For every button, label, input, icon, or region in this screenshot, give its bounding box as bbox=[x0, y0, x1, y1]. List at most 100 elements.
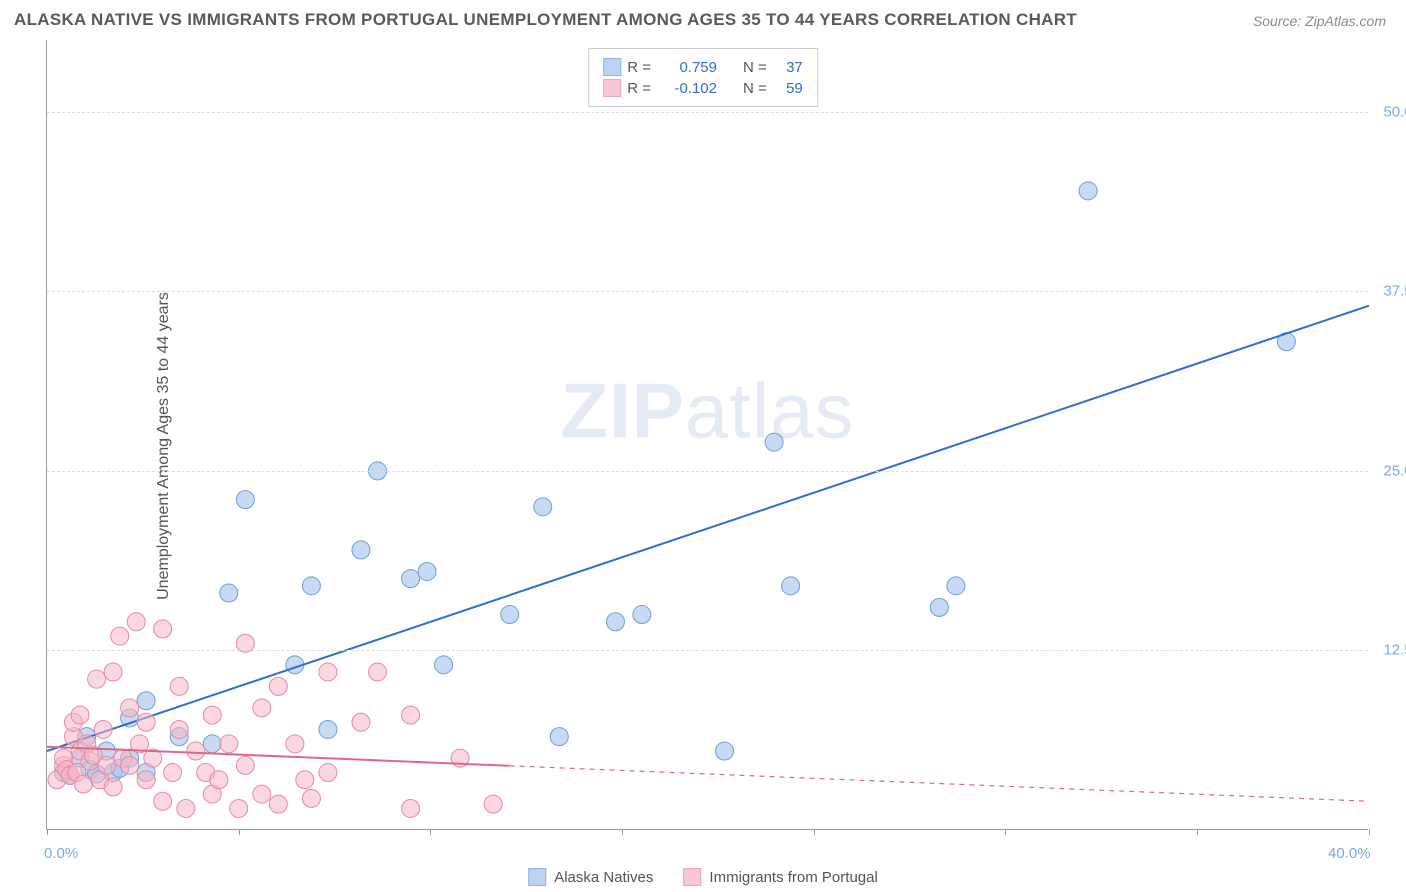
data-point bbox=[633, 606, 651, 624]
data-point bbox=[782, 577, 800, 595]
gridline bbox=[47, 471, 1368, 472]
data-point bbox=[484, 795, 502, 813]
data-point bbox=[170, 720, 188, 738]
data-point bbox=[765, 433, 783, 451]
data-point bbox=[94, 720, 112, 738]
data-point bbox=[930, 598, 948, 616]
legend-swatch bbox=[603, 58, 621, 76]
data-point bbox=[319, 663, 337, 681]
data-point bbox=[402, 799, 420, 817]
legend-series-label: Immigrants from Portugal bbox=[709, 869, 877, 886]
regression-line bbox=[47, 306, 1369, 751]
x-tick bbox=[1005, 829, 1006, 835]
data-point bbox=[269, 795, 287, 813]
chart-svg bbox=[47, 40, 1368, 829]
legend-n-value: 59 bbox=[773, 80, 803, 97]
data-point bbox=[220, 735, 238, 753]
data-point bbox=[154, 620, 172, 638]
data-point bbox=[71, 706, 89, 724]
data-point bbox=[1079, 182, 1097, 200]
data-point bbox=[154, 792, 172, 810]
data-point bbox=[302, 789, 320, 807]
data-point bbox=[236, 756, 254, 774]
data-point bbox=[352, 541, 370, 559]
x-tick bbox=[622, 829, 623, 835]
data-point bbox=[164, 764, 182, 782]
legend-n-label: N = bbox=[743, 80, 767, 97]
x-tick bbox=[47, 829, 48, 835]
data-point bbox=[137, 713, 155, 731]
legend-row: R = 0.759 N = 37 bbox=[603, 58, 803, 76]
data-point bbox=[137, 771, 155, 789]
legend-r-label: R = bbox=[627, 80, 651, 97]
data-point bbox=[111, 627, 129, 645]
y-tick-label: 50.0% bbox=[1383, 103, 1406, 120]
data-point bbox=[319, 720, 337, 738]
legend-series-label: Alaska Natives bbox=[554, 869, 653, 886]
data-point bbox=[121, 699, 139, 717]
x-tick bbox=[1369, 829, 1370, 835]
data-point bbox=[121, 756, 139, 774]
data-point bbox=[177, 799, 195, 817]
data-point bbox=[402, 570, 420, 588]
data-point bbox=[97, 756, 115, 774]
legend-correlation: R = 0.759 N = 37 R = -0.102 N = 59 bbox=[588, 48, 818, 107]
data-point bbox=[137, 692, 155, 710]
data-point bbox=[402, 706, 420, 724]
data-point bbox=[230, 799, 248, 817]
data-point bbox=[210, 771, 228, 789]
data-point bbox=[369, 663, 387, 681]
data-point bbox=[947, 577, 965, 595]
data-point bbox=[319, 764, 337, 782]
data-point bbox=[104, 663, 122, 681]
regression-line-dashed bbox=[510, 766, 1369, 801]
data-point bbox=[170, 677, 188, 695]
legend-n-label: N = bbox=[743, 59, 767, 76]
legend-item: Alaska Natives bbox=[528, 868, 653, 886]
data-point bbox=[418, 562, 436, 580]
legend-n-value: 37 bbox=[773, 59, 803, 76]
data-point bbox=[253, 699, 271, 717]
data-point bbox=[236, 491, 254, 509]
legend-swatch bbox=[528, 868, 546, 886]
gridline bbox=[47, 112, 1368, 113]
x-tick bbox=[430, 829, 431, 835]
legend-swatch bbox=[603, 79, 621, 97]
chart-title: ALASKA NATIVE VS IMMIGRANTS FROM PORTUGA… bbox=[14, 10, 1077, 30]
data-point bbox=[127, 613, 145, 631]
legend-row: R = -0.102 N = 59 bbox=[603, 79, 803, 97]
x-tick bbox=[814, 829, 815, 835]
data-point bbox=[501, 606, 519, 624]
data-point bbox=[435, 656, 453, 674]
data-point bbox=[352, 713, 370, 731]
data-point bbox=[203, 735, 221, 753]
data-point bbox=[220, 584, 238, 602]
legend-swatch bbox=[683, 868, 701, 886]
legend-series: Alaska Natives Immigrants from Portugal bbox=[528, 868, 878, 886]
x-tick-label: 0.0% bbox=[44, 845, 78, 862]
gridline bbox=[47, 291, 1368, 292]
y-tick-label: 37.5% bbox=[1383, 283, 1406, 300]
data-point bbox=[534, 498, 552, 516]
data-point bbox=[550, 728, 568, 746]
source-label: Source: ZipAtlas.com bbox=[1253, 13, 1386, 29]
y-tick-label: 12.5% bbox=[1383, 642, 1406, 659]
data-point bbox=[606, 613, 624, 631]
data-point bbox=[88, 670, 106, 688]
gridline bbox=[47, 650, 1368, 651]
data-point bbox=[296, 771, 314, 789]
data-point bbox=[269, 677, 287, 695]
legend-r-label: R = bbox=[627, 59, 651, 76]
data-point bbox=[253, 785, 271, 803]
y-tick-label: 25.0% bbox=[1383, 462, 1406, 479]
data-point bbox=[302, 577, 320, 595]
legend-r-value: 0.759 bbox=[657, 59, 717, 76]
x-tick bbox=[1197, 829, 1198, 835]
x-tick bbox=[239, 829, 240, 835]
data-point bbox=[203, 706, 221, 724]
data-point bbox=[104, 778, 122, 796]
plot-area: ZIPatlas 12.5%25.0%37.5%50.0% bbox=[46, 40, 1368, 830]
data-point bbox=[74, 775, 92, 793]
data-point bbox=[716, 742, 734, 760]
legend-r-value: -0.102 bbox=[657, 80, 717, 97]
